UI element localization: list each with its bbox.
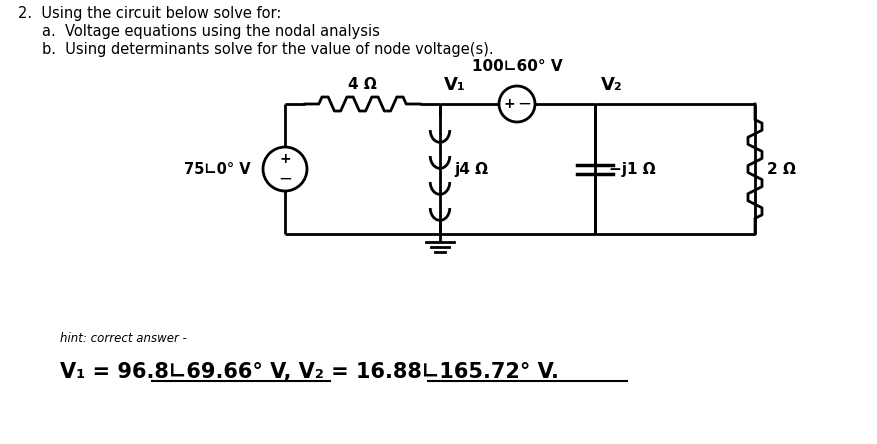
Text: 75∟0° V: 75∟0° V xyxy=(183,162,250,177)
Text: V₁ = 96.8∟69.66° V, V₂ = 16.88∟165.72° V.: V₁ = 96.8∟69.66° V, V₂ = 16.88∟165.72° V… xyxy=(60,362,559,382)
Text: hint: correct answer -: hint: correct answer - xyxy=(60,332,187,345)
Text: −: − xyxy=(517,95,531,113)
Text: b.  Using determinants solve for the value of node voltage(s).: b. Using determinants solve for the valu… xyxy=(42,42,494,57)
Text: 2.  Using the circuit below solve for:: 2. Using the circuit below solve for: xyxy=(18,6,282,21)
Text: V₁: V₁ xyxy=(444,76,466,94)
Text: 100∟60° V: 100∟60° V xyxy=(472,59,562,74)
Text: −j1 Ω: −j1 Ω xyxy=(609,162,656,177)
Text: +: + xyxy=(503,97,516,111)
Text: V₂: V₂ xyxy=(601,76,623,94)
Text: 4 Ω: 4 Ω xyxy=(348,77,377,92)
Text: j4 Ω: j4 Ω xyxy=(454,162,488,177)
Text: +: + xyxy=(279,152,291,166)
Text: 2 Ω: 2 Ω xyxy=(767,162,795,177)
Text: a.  Voltage equations using the nodal analysis: a. Voltage equations using the nodal ana… xyxy=(42,24,380,39)
Text: −: − xyxy=(278,169,292,187)
